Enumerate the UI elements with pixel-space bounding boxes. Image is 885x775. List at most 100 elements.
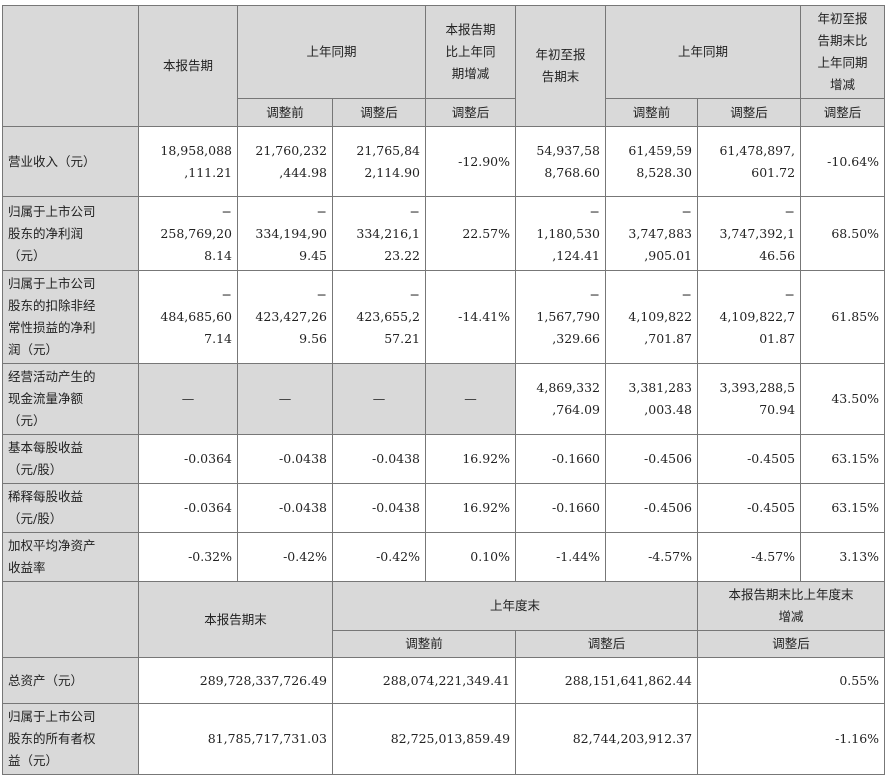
row-label: 总资产（元） <box>2 657 139 704</box>
value-cell: -0.0438 <box>237 434 333 484</box>
value-cell: 3,393,288,5 70.94 <box>697 363 802 435</box>
value-cell: 288,151,641,862.44 <box>515 657 699 704</box>
value-cell: 289,728,337,726.49 <box>138 657 333 704</box>
value-cell: — <box>425 363 517 435</box>
value-cell: 82,725,013,859.49 <box>331 703 517 775</box>
value-cell: − 4,109,822 ,701.87 <box>605 270 699 364</box>
value-cell: − 3,747,883 ,905.01 <box>605 196 699 271</box>
value-cell: 16.92% <box>425 434 517 484</box>
value-cell: -4.57% <box>697 532 802 582</box>
value-cell: − 423,427,26 9.56 <box>237 270 333 364</box>
header-current-period: 本报告期 <box>138 5 238 127</box>
header-ytd-change: 年初至报 告期末比 上年同期 增减 <box>800 5 885 99</box>
value-cell: -0.42% <box>331 532 427 582</box>
table-row: 总资产（元） 289,728,337,726.49 288,074,221,349.… <box>2 657 885 704</box>
table-row: 基本每股收益 （元/股） -0.0364 -0.0438 -0.0438 16.92% -… <box>2 434 885 484</box>
value-cell: -0.42% <box>237 532 333 582</box>
value-cell: 61,459,59 8,528.30 <box>605 126 699 197</box>
bottom-header-row: 本报告期末 上年度末 本报告期末比上年度末 增减 <box>2 581 885 658</box>
value-cell: -0.0438 <box>237 483 333 533</box>
value-cell: 82,744,203,912.37 <box>515 703 699 775</box>
header-period-change: 本报告期 比上年同 期增减 <box>425 5 517 99</box>
value-cell: − 258,769,20 8.14 <box>138 196 238 271</box>
value-cell: 16.92% <box>425 483 517 533</box>
subheader-before-adjustment: 调整前 <box>605 98 699 127</box>
value-cell: -0.32% <box>138 532 238 582</box>
subheader-after-adjustment: 调整后 <box>425 98 517 127</box>
value-cell: 22.57% <box>425 196 517 271</box>
table-row: 归属于上市公司 股东的净利润 （元） − 258,769,20 8.14− 334… <box>2 196 885 271</box>
corner-cell <box>2 581 139 658</box>
value-cell: 4,869,332 ,764.09 <box>515 363 607 435</box>
value-cell: -12.90% <box>425 126 517 197</box>
table-row: 归属于上市公司 股东的所有者权 益（元） 81,785,717,731.03 82,… <box>2 703 885 775</box>
value-cell: 68.50% <box>800 196 885 271</box>
value-cell: -1.16% <box>697 703 885 775</box>
table-row: 营业收入（元） 18,958,088 ,111.21 21,760,232 ,444… <box>2 126 885 197</box>
row-label: 归属于上市公司 股东的净利润 （元） <box>2 196 139 271</box>
value-cell: 3.13% <box>800 532 885 582</box>
financial-summary-table: 本报告期 上年同期 本报告期 比上年同 期增减 年初至报 告期末 上年同期 年初… <box>2 5 885 775</box>
value-cell: − 334,194,90 9.45 <box>237 196 333 271</box>
row-label: 营业收入（元） <box>2 126 139 197</box>
header-period-end-change: 本报告期末比上年度末 增减 <box>697 581 885 631</box>
value-cell: 21,760,232 ,444.98 <box>237 126 333 197</box>
table-row: 稀释每股收益 （元/股） -0.0364 -0.0438 -0.0438 16.92% -… <box>2 483 885 533</box>
value-cell: − 423,655,2 57.21 <box>331 270 427 364</box>
value-cell: — <box>331 363 427 435</box>
subheader-after-adjustment: 调整后 <box>800 98 885 127</box>
header-prior-period: 上年同期 <box>236 5 427 99</box>
value-cell: 3,381,283 ,003.48 <box>605 363 699 435</box>
value-cell: − 1,180,530 ,124.41 <box>515 196 607 271</box>
value-cell: 63.15% <box>800 483 885 533</box>
value-cell: -0.1660 <box>515 483 607 533</box>
header-ytd: 年初至报 告期末 <box>515 5 607 127</box>
value-cell: 63.15% <box>800 434 885 484</box>
value-cell: 18,958,088 ,111.21 <box>138 126 238 197</box>
value-cell: 21,765,84 2,114.90 <box>331 126 427 197</box>
value-cell: 0.10% <box>425 532 517 582</box>
value-cell: − 1,567,790 ,329.66 <box>515 270 607 364</box>
value-cell: -14.41% <box>425 270 517 364</box>
corner-cell <box>2 5 139 127</box>
subheader-before-adjustment: 调整前 <box>237 98 333 127</box>
value-cell: -0.0364 <box>138 483 238 533</box>
bottom-subheader-row: 调整前 调整后 调整后 <box>3 630 885 658</box>
subheader-after-adjustment: 调整后 <box>697 630 885 658</box>
value-cell: -0.0438 <box>331 483 427 533</box>
value-cell: -0.4506 <box>605 483 699 533</box>
value-cell: − 484,685,60 7.14 <box>138 270 238 364</box>
value-cell: 61,478,897, 601.72 <box>697 126 802 197</box>
table-row: 经营活动产生的 现金流量净额 （元） — — — —4,869,332 ,764.09 3… <box>2 363 885 435</box>
row-label: 经营活动产生的 现金流量净额 （元） <box>2 363 139 435</box>
value-cell: 81,785,717,731.03 <box>138 703 333 775</box>
value-cell: — <box>138 363 238 435</box>
value-cell: — <box>237 363 333 435</box>
value-cell: 54,937,58 8,768.60 <box>515 126 607 197</box>
value-cell: 0.55% <box>697 657 885 704</box>
value-cell: 43.50% <box>800 363 885 435</box>
header-prior-year-end: 上年度末 <box>331 581 699 631</box>
value-cell: -0.1660 <box>515 434 607 484</box>
row-label: 归属于上市公司 股东的所有者权 益（元） <box>2 703 139 775</box>
value-cell: 288,074,221,349.41 <box>331 657 517 704</box>
table-row: 加权平均净资产 收益率 -0.32% -0.42% -0.42% 0.10% -1.44%… <box>2 532 885 582</box>
value-cell: -0.0438 <box>331 434 427 484</box>
value-cell: − 334,216,1 23.22 <box>331 196 427 271</box>
value-cell: − 4,109,822,7 01.87 <box>697 270 802 364</box>
table-row: 归属于上市公司 股东的扣除非经 常性损益的净利 润（元） − 484,685,60… <box>2 270 885 364</box>
subheader-after-adjustment: 调整后 <box>331 98 427 127</box>
value-cell: -1.44% <box>515 532 607 582</box>
value-cell: -0.4506 <box>605 434 699 484</box>
row-label: 加权平均净资产 收益率 <box>2 532 139 582</box>
value-cell: -10.64% <box>800 126 885 197</box>
header-period-end: 本报告期末 <box>138 581 333 658</box>
value-cell: 61.85% <box>800 270 885 364</box>
subheader-after-adjustment: 调整后 <box>515 630 699 658</box>
row-label: 稀释每股收益 （元/股） <box>2 483 139 533</box>
header-prior-ytd: 上年同期 <box>605 5 802 99</box>
subheader-before-adjustment: 调整前 <box>331 630 517 658</box>
value-cell: -4.57% <box>605 532 699 582</box>
subheader-after-adjustment: 调整后 <box>697 98 802 127</box>
value-cell: -0.4505 <box>697 434 802 484</box>
